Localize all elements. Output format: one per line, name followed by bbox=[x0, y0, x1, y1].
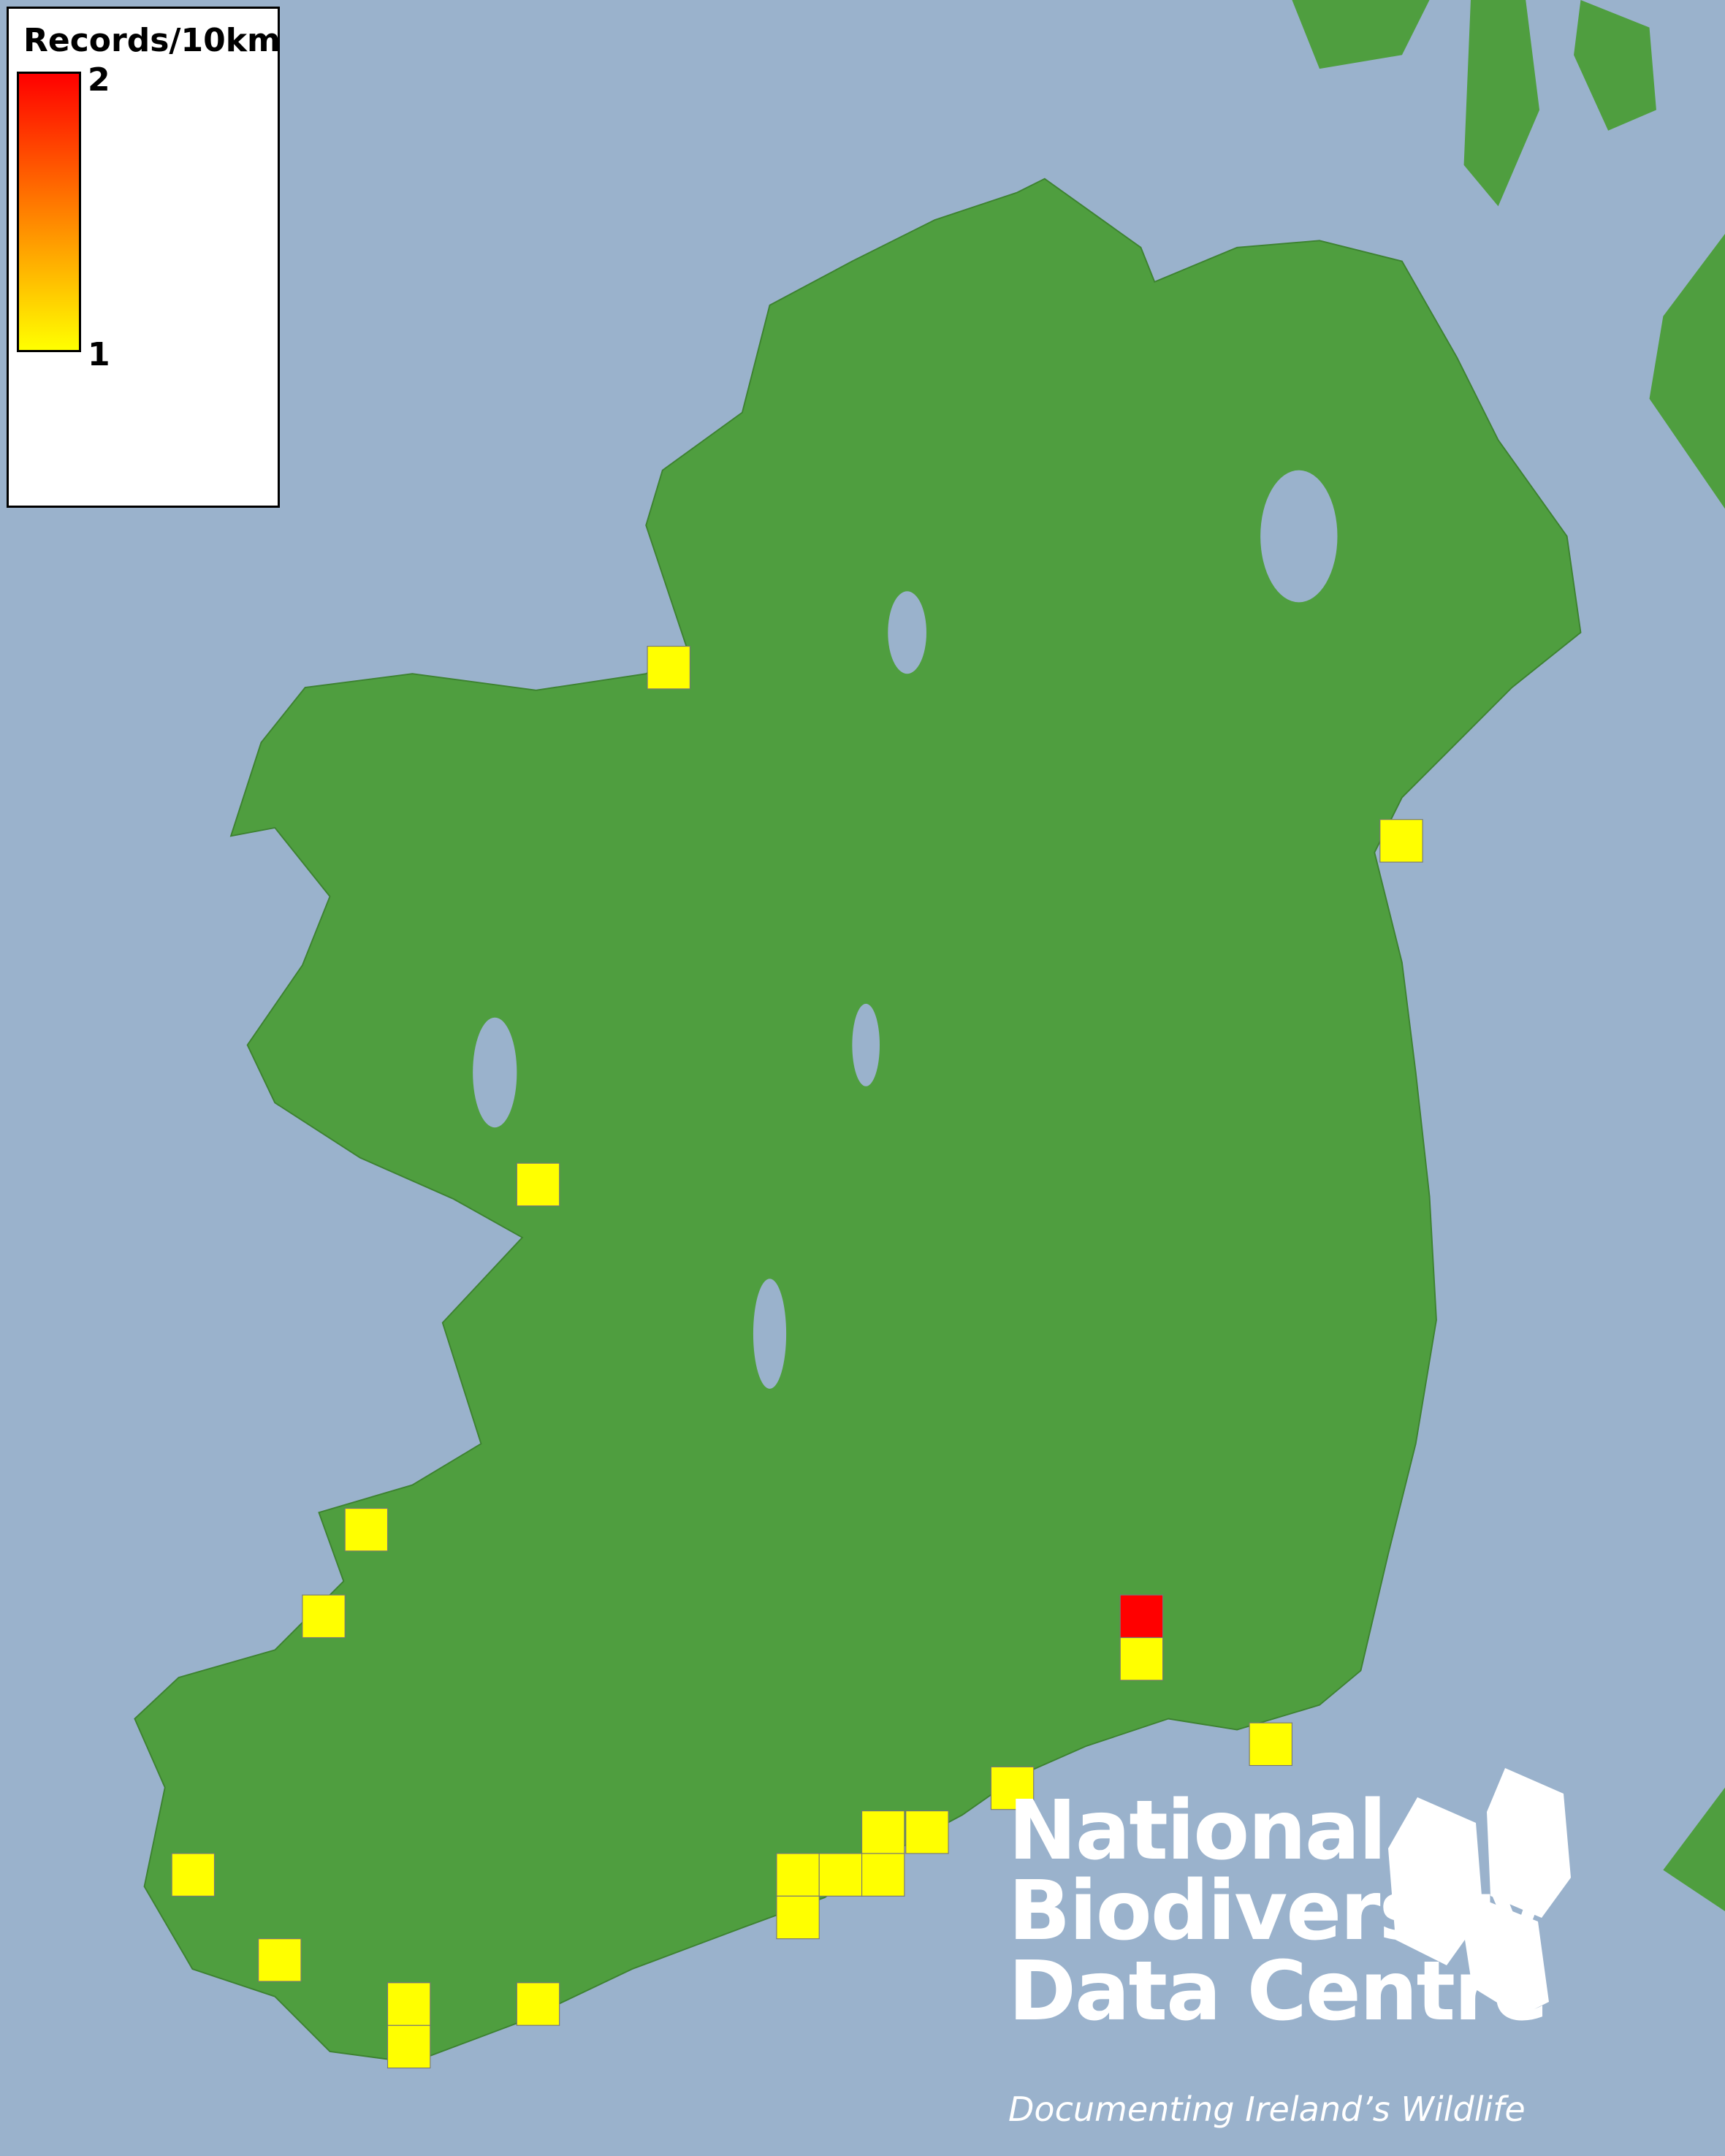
logo-line-3: Data Centre bbox=[1008, 1944, 1548, 2039]
legend-min-label: 1 bbox=[88, 336, 110, 373]
ireland-landmass bbox=[134, 178, 1582, 2063]
legend-color-bar bbox=[17, 72, 81, 352]
lough-erne bbox=[888, 591, 926, 674]
record-cell bbox=[776, 1853, 820, 1897]
legend: Records/10km 2 1 bbox=[7, 7, 281, 508]
logo-line-1: National bbox=[1008, 1783, 1387, 1878]
record-cell bbox=[1119, 1594, 1164, 1639]
lough-corrib bbox=[473, 1017, 517, 1128]
record-cell bbox=[516, 1162, 560, 1207]
record-cell bbox=[818, 1853, 863, 1897]
record-cell bbox=[990, 1766, 1035, 1810]
record-cell bbox=[344, 1508, 389, 1552]
record-cell bbox=[861, 1810, 905, 1854]
record-cells bbox=[171, 645, 1423, 2069]
record-cell bbox=[258, 1938, 302, 1982]
lough-ree bbox=[852, 1003, 880, 1086]
record-cell bbox=[386, 1982, 431, 2026]
record-cell bbox=[905, 1810, 949, 1854]
record-cell bbox=[171, 1853, 216, 1897]
logo-tagline: Documenting Ireland’s Wildlife bbox=[1008, 2090, 1526, 2129]
legend-max-label: 2 bbox=[88, 61, 110, 99]
nbdc-logo: National Biodiversity Data Centre Docume… bbox=[1008, 1768, 1637, 2133]
logo-hexagons-icon bbox=[1388, 1768, 1571, 2016]
record-cell bbox=[302, 1594, 346, 1639]
lough-neagh bbox=[1260, 470, 1338, 603]
record-cell bbox=[516, 1982, 560, 2026]
record-cell bbox=[1379, 819, 1423, 863]
legend-title: Records/10km bbox=[23, 22, 281, 59]
record-cell bbox=[386, 2024, 431, 2069]
record-cell bbox=[1249, 1722, 1292, 1767]
record-cell bbox=[1119, 1637, 1164, 1681]
lough-derg bbox=[753, 1279, 787, 1389]
record-cell bbox=[861, 1853, 905, 1897]
record-cell bbox=[647, 645, 690, 690]
record-cell bbox=[776, 1895, 820, 1940]
